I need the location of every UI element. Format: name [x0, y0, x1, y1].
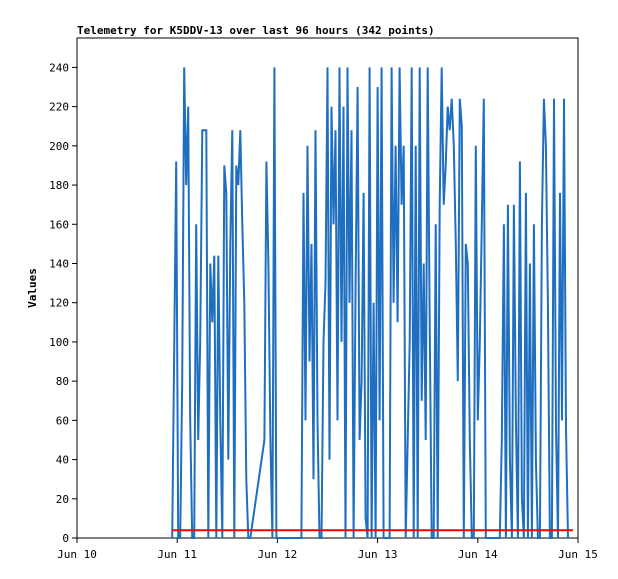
y-tick-label: 0 — [62, 532, 69, 545]
chart-title: Telemetry for K5DDV-13 over last 96 hour… — [77, 24, 435, 37]
y-tick-label: 100 — [49, 336, 69, 349]
series-line — [171, 67, 569, 539]
x-tick-label: Jun 12 — [258, 548, 298, 561]
y-tick-label: 220 — [49, 101, 69, 114]
y-tick-label: 180 — [49, 179, 69, 192]
x-tick-label: Jun 11 — [157, 548, 197, 561]
y-tick-label: 40 — [56, 454, 69, 467]
y-tick-label: 240 — [49, 61, 69, 74]
y-tick-label: 20 — [56, 493, 69, 506]
x-tick-label: Jun 13 — [358, 548, 398, 561]
y-tick-label: 80 — [56, 375, 69, 388]
y-tick-label: 200 — [49, 140, 69, 153]
x-tick-label: Jun 15 — [558, 548, 598, 561]
y-tick-label: 120 — [49, 297, 69, 310]
x-tick-label: Jun 14 — [458, 548, 498, 561]
x-tick-label: Jun 10 — [57, 548, 97, 561]
y-tick-label: 60 — [56, 414, 69, 427]
plot-area — [76, 37, 579, 539]
y-axis-label: Values — [26, 268, 39, 308]
y-tick-label: 160 — [49, 218, 69, 231]
y-tick-label: 140 — [49, 257, 69, 270]
